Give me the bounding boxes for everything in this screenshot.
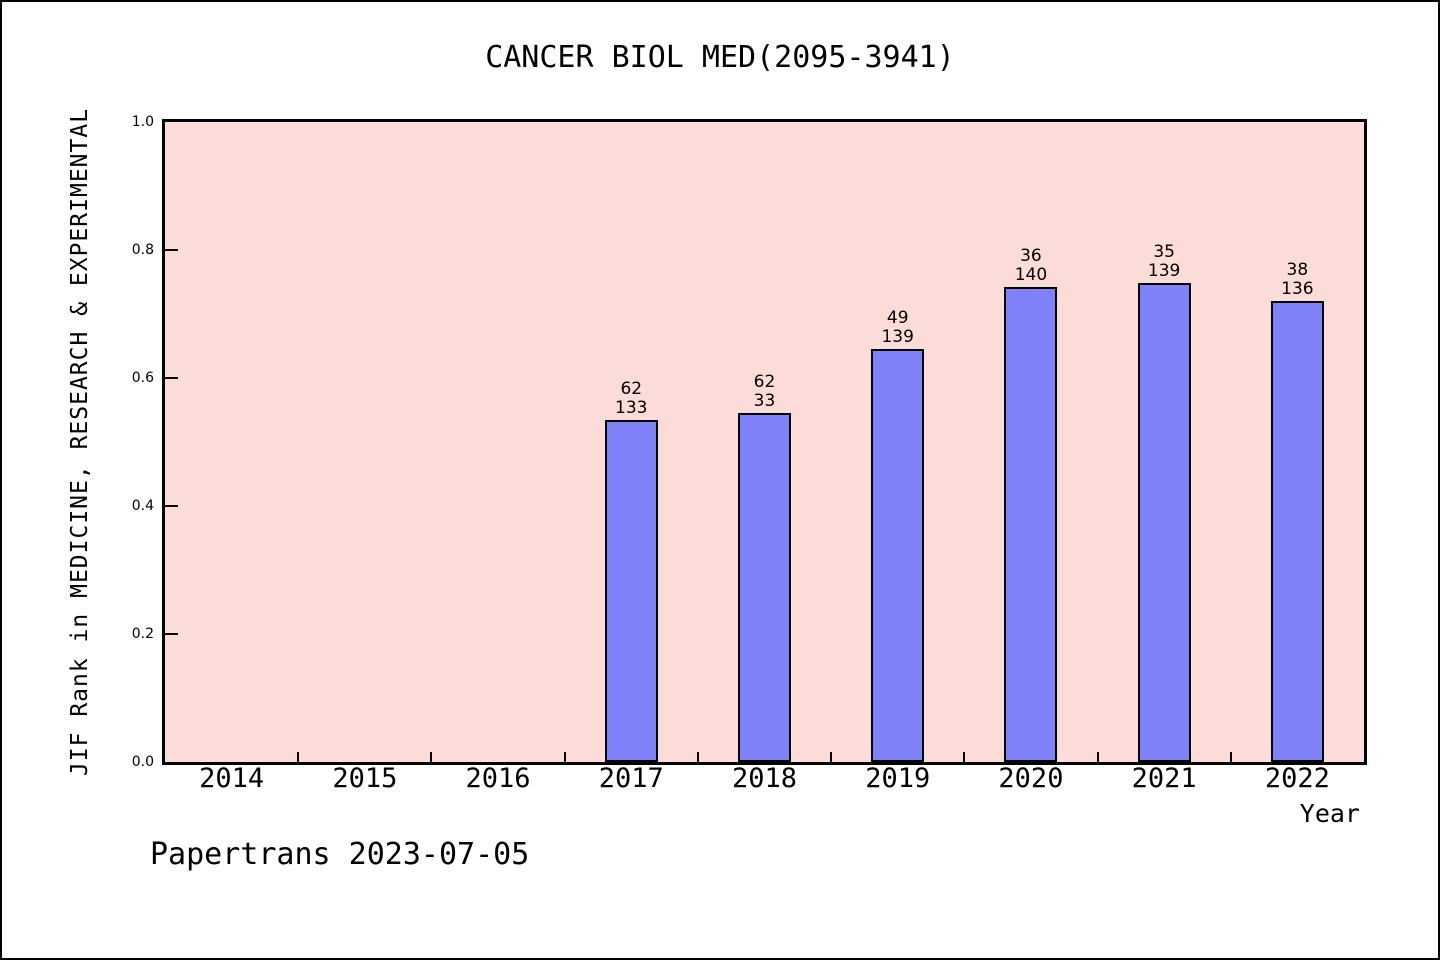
plot-area: 62 133 62 33 49 139 36 140 35 139 38 136 [162,119,1367,765]
x-tick-mark [963,752,966,762]
bar-2019 [871,349,925,762]
y-tick-label: 0.0 [131,754,154,770]
y-tick-mark [165,249,178,251]
x-tick-label-2014: 2014 [199,763,265,794]
x-tick-mark [563,752,566,762]
bar-2020 [1004,287,1058,762]
x-tick-label-2020: 2020 [998,763,1064,794]
y-tick-mark [165,633,178,635]
x-axis-label: Year [1299,799,1360,828]
bar-2017 [604,419,658,762]
x-tick-label-2016: 2016 [465,763,531,794]
x-tick-label-2022: 2022 [1264,763,1330,794]
y-tick-label: 0.8 [131,242,154,258]
x-tick-mark [1229,752,1232,762]
x-tick-mark [297,752,300,762]
y-tick-mark [165,505,178,507]
bar-value-label-2017: 62 133 [615,378,648,418]
bar-2022 [1270,300,1324,762]
y-tick-mark [165,377,178,379]
x-tick-label-2021: 2021 [1131,763,1197,794]
y-axis-label: JIF Rank in MEDICINE, RESEARCH & EXPERIM… [67,107,93,777]
x-tick-mark [696,752,699,762]
bar-value-label-2022: 38 136 [1281,259,1314,299]
x-tick-mark [1096,752,1099,762]
x-tick-mark [830,752,833,762]
y-tick-label: 0.6 [131,370,154,386]
x-tick-mark [430,752,433,762]
y-tick-label: 1.0 [131,114,154,130]
chart-title: CANCER BIOL MED(2095-3941) [485,40,955,75]
bar-value-label-2021: 35 139 [1147,242,1181,282]
bar-value-label-2019: 49 139 [881,308,914,348]
x-tick-label-2015: 2015 [332,763,398,794]
bar-2018 [738,413,791,762]
bar-value-label-2018: 62 33 [753,372,776,412]
x-tick-label-2018: 2018 [731,763,798,794]
watermark-text: Papertrans 2023-07-05 [150,837,530,872]
bar-2021 [1137,283,1191,762]
y-tick-label: 0.2 [131,626,154,642]
y-tick-label: 0.4 [131,498,154,514]
x-tick-label-2019: 2019 [865,763,931,794]
bar-value-label-2020: 36 140 [1014,246,1048,286]
x-tick-label-2017: 2017 [598,763,664,794]
